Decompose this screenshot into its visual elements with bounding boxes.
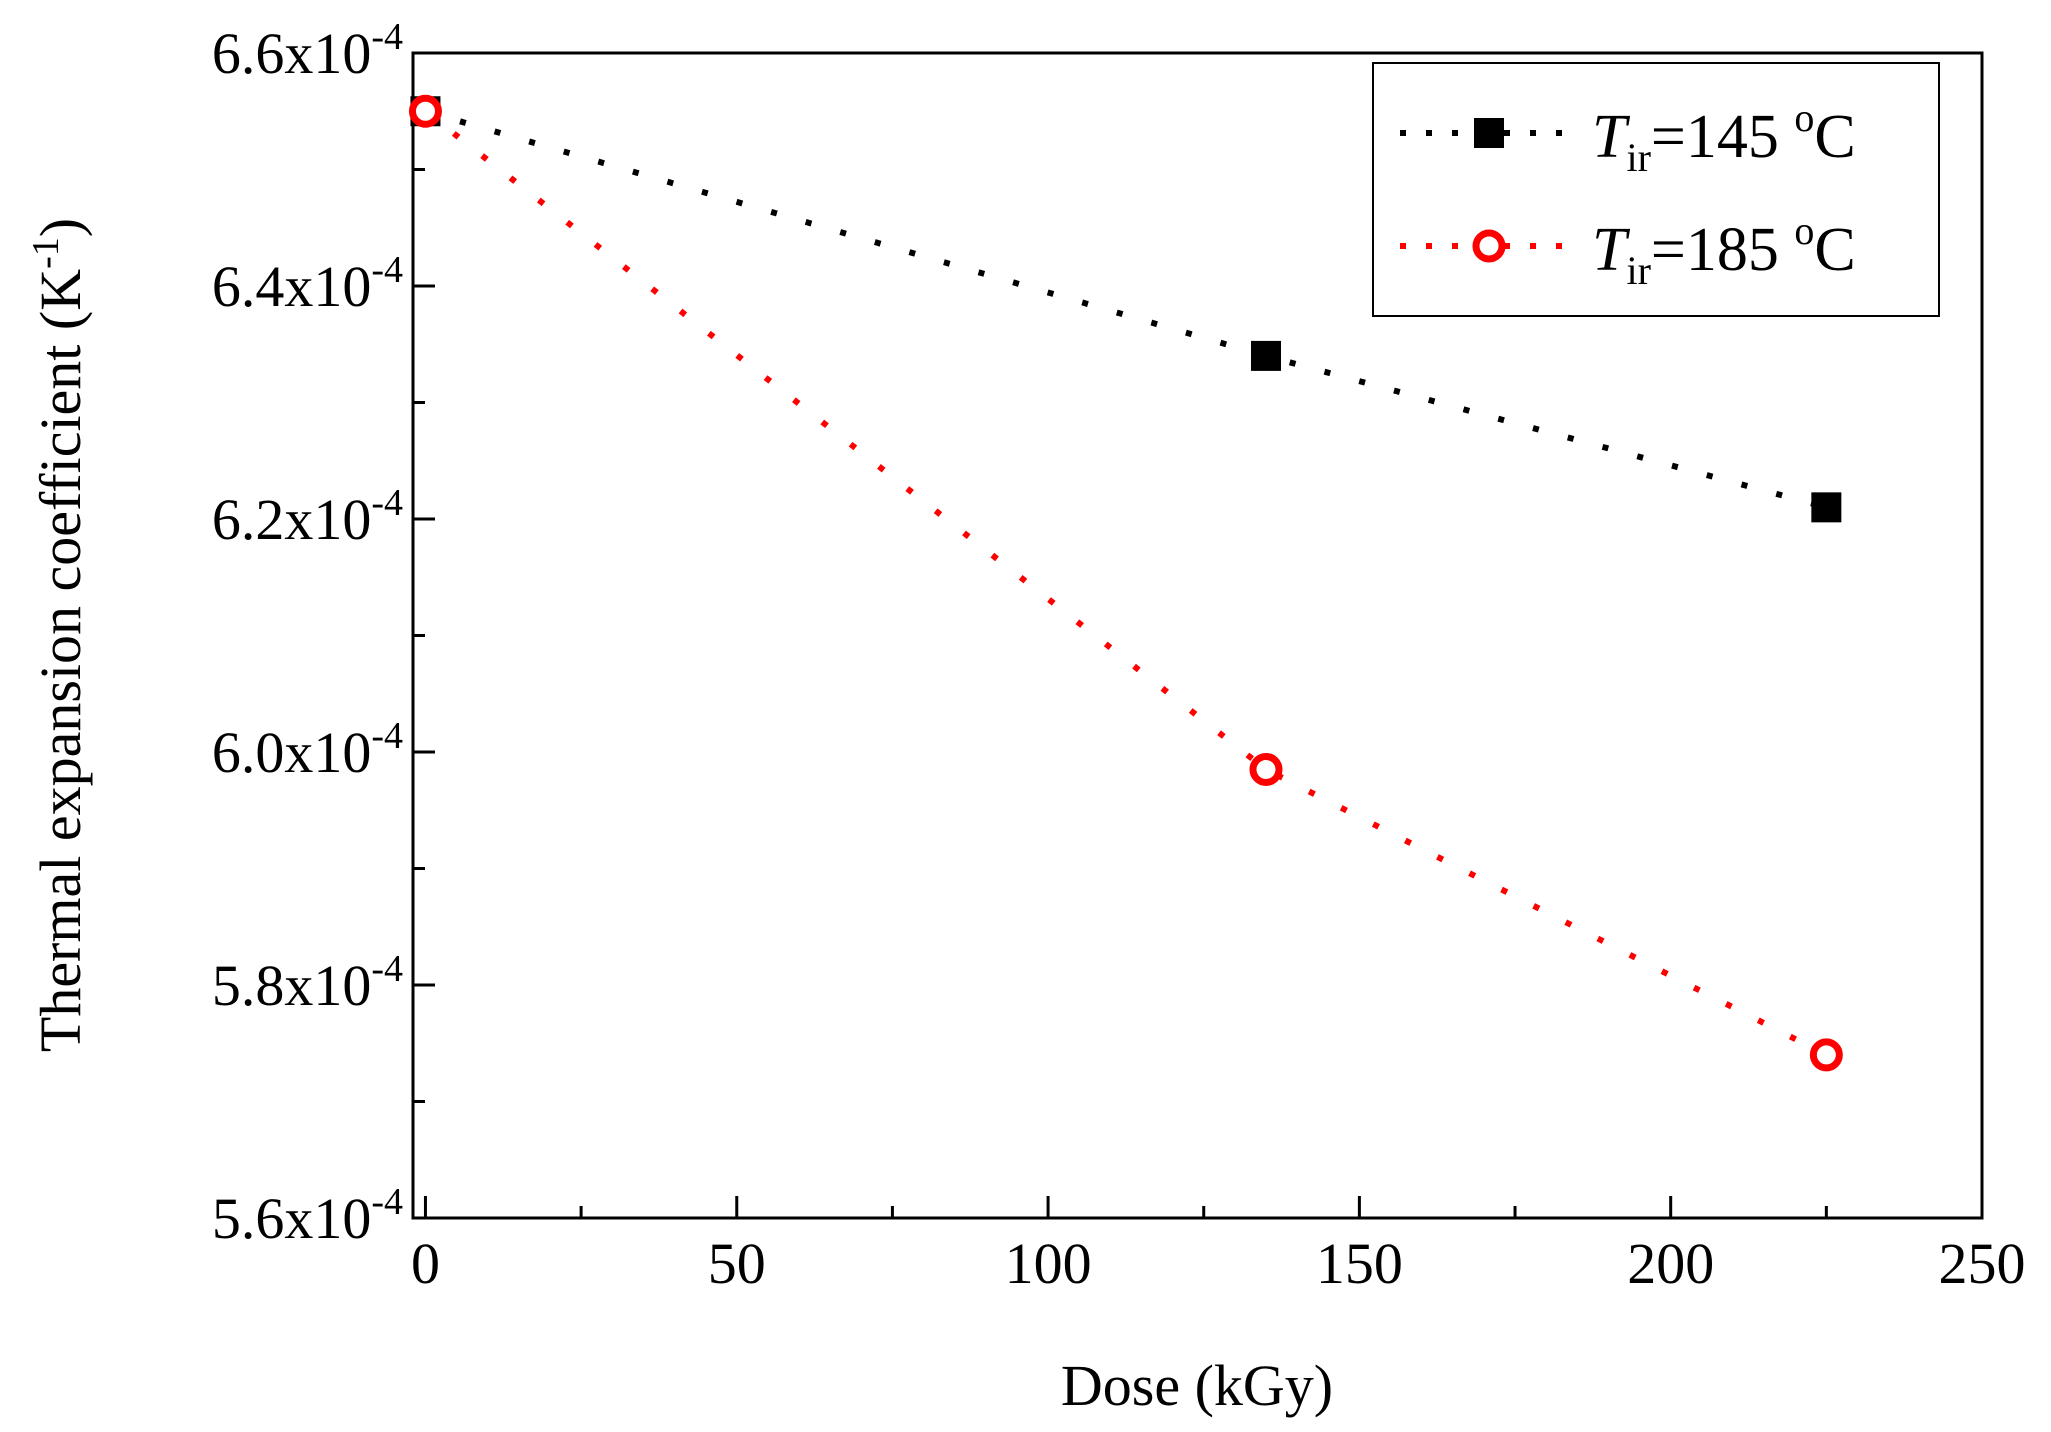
legend-label-subscript: ir — [1626, 248, 1650, 293]
x-axis-label: Dose (kGy) — [1061, 1353, 1333, 1418]
y-tick-exponent: -4 — [371, 249, 403, 291]
y-tick-label: 6.6x10-4 — [212, 16, 403, 86]
legend-label-unit: C — [1814, 103, 1855, 171]
data-point — [1249, 752, 1283, 786]
y-tick-exponent: -4 — [371, 1181, 403, 1223]
legend-entry: Tir=185 oC — [1400, 208, 1856, 293]
legend-label-subscript: ir — [1626, 135, 1650, 180]
x-tick-label: 200 — [1627, 1231, 1714, 1296]
data-point — [1811, 492, 1842, 523]
legend-label-degree: o — [1794, 95, 1814, 140]
y-tick-label: 6.4x10-4 — [212, 249, 403, 319]
y-axis-label-exponent: -1 — [25, 237, 67, 269]
legend-label-value: =185 — [1651, 216, 1794, 284]
series-line-1 — [424, 108, 1828, 511]
series-layer — [408, 94, 1843, 1072]
y-tick-exponent: -4 — [371, 482, 403, 524]
y-tick-mantissa: 6.2x10 — [212, 487, 372, 552]
y-tick-mantissa: 6.4x10 — [212, 254, 372, 319]
y-tick-label: 5.6x10-4 — [212, 1181, 403, 1251]
legend-label: Tir=145 oC — [1592, 95, 1856, 180]
x-tick-label: 50 — [708, 1231, 766, 1296]
legend-marker — [1474, 118, 1504, 148]
x-tick-label: 250 — [1939, 1231, 2026, 1296]
legend-label: Tir=185 oC — [1592, 208, 1856, 293]
x-tick-label: 0 — [411, 1231, 440, 1296]
legend-marker — [1472, 229, 1506, 263]
x-tick-label: 100 — [1005, 1231, 1092, 1296]
legend-label-T: T — [1592, 216, 1631, 284]
y-tick-exponent: -4 — [371, 16, 403, 58]
y-axis: 5.6x10-45.8x10-46.0x10-46.2x10-46.4x10-4… — [212, 16, 435, 1251]
x-axis: 0 50 100 150 200 250 — [411, 1196, 2026, 1296]
y-tick-mantissa: 6.0x10 — [212, 720, 372, 785]
legend-label-value: =145 — [1651, 103, 1794, 171]
y-tick-label: 6.0x10-4 — [212, 715, 403, 785]
y-tick-label: 6.2x10-4 — [212, 482, 403, 552]
y-tick-mantissa: 5.8x10 — [212, 953, 372, 1018]
y-axis-label: Thermal expansion coefficient (K-1) — [25, 218, 93, 1052]
legend-label-degree: o — [1794, 208, 1814, 253]
legend-label-T: T — [1592, 103, 1631, 171]
data-point — [1809, 1038, 1843, 1072]
legend-label-unit: C — [1814, 216, 1855, 284]
y-tick-mantissa: 6.6x10 — [212, 21, 372, 86]
y-tick-exponent: -4 — [371, 715, 403, 757]
legend-entry: Tir=145 oC — [1400, 95, 1856, 180]
y-tick-mantissa: 5.6x10 — [212, 1186, 372, 1251]
data-point — [408, 94, 442, 128]
y-axis-label-close: ) — [28, 218, 93, 237]
legend-box — [1372, 62, 1940, 317]
data-point — [1250, 340, 1281, 371]
y-tick-exponent: -4 — [371, 948, 403, 990]
x-tick-label: 150 — [1316, 1231, 1403, 1296]
y-axis-label-main: Thermal expansion coefficient (K — [28, 269, 93, 1052]
y-tick-label: 5.8x10-4 — [212, 948, 403, 1018]
